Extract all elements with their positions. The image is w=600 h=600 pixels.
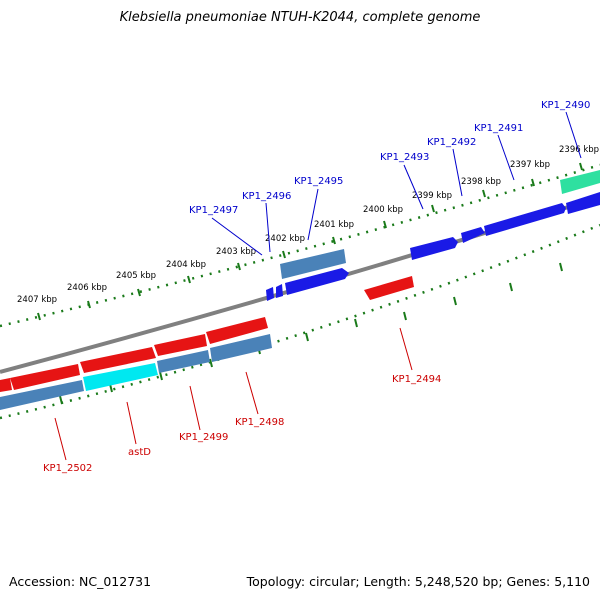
gene-label-astd[interactable]: astD	[128, 447, 151, 458]
gene-label-kp1-2493[interactable]: KP1_2493	[380, 152, 429, 163]
leader-kp1-2493	[403, 164, 424, 210]
scale-label-2401: 2401 kbp	[314, 220, 354, 230]
feature-kp1-2493	[461, 227, 485, 243]
accession-text: Accession: NC_012731	[9, 574, 152, 589]
feature-kp1-2491	[566, 192, 600, 214]
scale-label-2398: 2398 kbp	[461, 177, 501, 187]
feature-cds-2498	[210, 334, 272, 362]
leader-kp1-2496	[265, 202, 271, 253]
feature-cds-2499	[157, 350, 210, 373]
leader-kp1-2502	[54, 417, 67, 461]
leader-kp1-2490	[565, 111, 582, 159]
feature-cds-astd	[83, 363, 158, 391]
gene-label-kp1-2491[interactable]: KP1_2491	[474, 123, 523, 134]
outer-scale-track	[0, 163, 600, 328]
gene-label-kp1-2494[interactable]: KP1_2494	[392, 374, 441, 385]
leader-kp1-2491	[497, 134, 515, 181]
feature-kp1-2495	[410, 237, 458, 260]
gene-label-kp1-2492[interactable]: KP1_2492	[427, 137, 476, 148]
gene-label-kp1-2502[interactable]: KP1_2502	[43, 463, 92, 474]
leader-kp1-2498	[245, 371, 259, 415]
outer-major-ticks	[37, 162, 583, 321]
leader-kp1-2495	[307, 188, 319, 241]
scale-label-2405: 2405 kbp	[116, 271, 156, 281]
gene-label-kp1-2498[interactable]: KP1_2498	[235, 417, 284, 428]
map-title: Klebsiella pneumoniae NTUH-K2044, comple…	[119, 10, 481, 25]
scale-label-2396: 2396 kbp	[559, 145, 599, 155]
feature-kp1-2490	[560, 170, 600, 194]
leader-astd	[126, 401, 137, 445]
leader-kp1-2499	[189, 385, 201, 431]
feature-cds-2495	[280, 249, 346, 279]
feature-astd	[80, 347, 156, 373]
feature-cds-2502	[0, 380, 84, 410]
gene-label-kp1-2497[interactable]: KP1_2497	[189, 205, 238, 216]
scale-label-2402: 2402 kbp	[265, 234, 305, 244]
gene-label-kp1-2496[interactable]: KP1_2496	[242, 191, 291, 202]
genome-summary-text: Topology: circular; Length: 5,248,520 bp…	[246, 574, 590, 589]
feature-kp1-2502	[10, 364, 80, 390]
leader-kp1-2494	[399, 327, 413, 371]
scale-label-2404: 2404 kbp	[166, 260, 206, 270]
leader-kp1-2497	[211, 217, 263, 256]
feature-kp1-2492	[484, 203, 566, 236]
feature-kp1-2496	[285, 268, 349, 295]
feature-kp1-2499	[154, 334, 207, 356]
forward-features	[266, 170, 600, 301]
scale-label-2399: 2399 kbp	[412, 191, 452, 201]
scale-label-2403: 2403 kbp	[216, 247, 256, 257]
reverse-features	[0, 276, 414, 410]
gene-label-kp1-2499[interactable]: KP1_2499	[179, 432, 228, 443]
feature-kp1-2497b	[266, 287, 274, 301]
leader-kp1-2492	[452, 148, 463, 197]
scale-label-2407: 2407 kbp	[17, 295, 57, 305]
scale-label-2397: 2397 kbp	[510, 160, 550, 170]
scale-label-2406: 2406 kbp	[67, 283, 107, 293]
gene-label-kp1-2490[interactable]: KP1_2490	[541, 100, 590, 111]
feature-kp1-2498	[206, 317, 268, 344]
feature-kp1-2494	[364, 276, 414, 300]
feature-kp1-2497	[276, 284, 283, 298]
scale-label-2400: 2400 kbp	[363, 205, 403, 215]
gene-label-kp1-2495[interactable]: KP1_2495	[294, 176, 343, 187]
feature-kp1-2502b	[0, 378, 12, 392]
